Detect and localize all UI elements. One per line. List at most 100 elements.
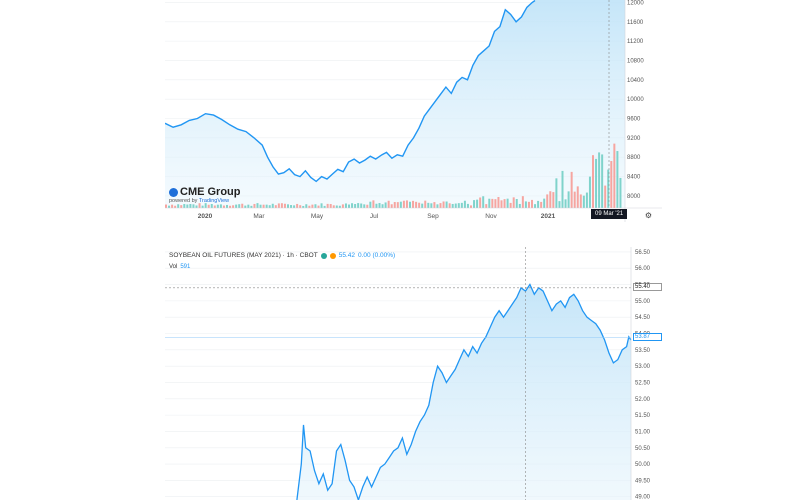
volume-bar	[293, 205, 296, 208]
volume-bar	[582, 195, 585, 208]
price-area-extension	[535, 0, 625, 208]
volume-bar	[610, 161, 613, 208]
volume-bar	[247, 204, 250, 208]
x-tick-label: Jul	[370, 213, 379, 220]
chart-title: SOYBEAN OIL FUTURES (MAY 2021) · 1h · CB…	[169, 252, 318, 259]
volume-bar	[515, 199, 518, 208]
volume-bar	[524, 201, 527, 208]
y-tick-label: 56.00	[635, 266, 651, 272]
crosshair-price-badge: 55.40	[633, 282, 662, 291]
volume-bar	[561, 170, 564, 208]
volume-bar	[598, 152, 601, 208]
volume-bar	[552, 192, 555, 208]
volume-bar	[433, 202, 436, 208]
volume-bar	[375, 203, 378, 208]
y-tick-label: 8800	[627, 155, 641, 161]
volume-bar	[579, 194, 582, 208]
logo-text: CME Group	[180, 186, 241, 198]
powered-by-text: powered by	[169, 198, 199, 204]
volume-bar	[229, 205, 232, 208]
chart-header: SOYBEAN OIL FUTURES (MAY 2021) · 1h · CB…	[169, 252, 395, 259]
volume-bar	[268, 205, 271, 208]
volume-bar	[546, 194, 549, 208]
volume-bar	[430, 203, 433, 208]
volume-bar	[302, 205, 305, 208]
volume-bar	[216, 204, 219, 208]
volume-bar	[421, 203, 424, 208]
volume-bar	[384, 202, 387, 208]
volume-bar	[366, 204, 369, 208]
volume-bar	[534, 204, 537, 208]
volume-bar	[470, 205, 472, 208]
y-tick-label: 50.50	[635, 446, 651, 452]
volume-bar	[396, 202, 399, 208]
price-line	[296, 283, 632, 500]
y-tick-label: 51.00	[635, 429, 651, 435]
volume-bar	[262, 204, 265, 208]
volume-bar	[363, 204, 366, 208]
volume-bar	[207, 204, 210, 208]
x-tick-label: May	[311, 213, 324, 220]
volume-bar	[570, 171, 573, 208]
volume-bar	[219, 204, 222, 208]
y-tick-label: 54.50	[635, 315, 651, 321]
volume-bar	[454, 203, 457, 208]
volume-bar	[485, 204, 488, 208]
volume-bar	[232, 205, 235, 208]
volume-bar	[482, 196, 485, 208]
volume-bar	[265, 204, 268, 208]
crosshair-date-badge: 09 Mar '21	[591, 209, 628, 219]
volume-bar	[296, 203, 299, 208]
volume-value: 591	[180, 264, 191, 270]
gear-icon[interactable]: ⚙	[644, 211, 652, 220]
x-tick-label: 2020	[198, 213, 213, 220]
volume-bar	[439, 203, 442, 208]
volume-bar	[165, 204, 167, 208]
monthly-chart-svg: 12000 11600 11200 10800 10400 10000 9600 9200 88…	[165, 0, 662, 222]
volume-bar	[381, 204, 384, 208]
volume-label: Vol	[169, 264, 178, 270]
volume-bar	[320, 203, 323, 208]
hourly-chart-svg: 56.5056.0055.5055.0054.5054.0053.5053.00…	[165, 247, 651, 500]
monthly-chart-panel: 12000 11600 11200 10800 10400 10000 9600 9200 88…	[165, 0, 662, 222]
volume-bar	[277, 203, 280, 208]
volume-bar	[369, 201, 372, 208]
volume-bar	[451, 203, 454, 208]
x-tick-label: Nov	[485, 213, 497, 220]
y-tick-label: 12000	[627, 0, 644, 6]
delayed-data-icon	[329, 252, 336, 259]
volume-bar	[253, 203, 256, 208]
y-tick-label: 50.00	[635, 462, 651, 468]
y-tick-label: 8400	[627, 175, 641, 181]
volume-bar	[360, 203, 363, 208]
volume-bar	[549, 191, 552, 208]
volume-bar	[491, 198, 494, 208]
volume-bar	[518, 203, 521, 208]
volume-bar	[442, 201, 445, 208]
volume-bar	[332, 205, 335, 208]
volume-bar	[317, 205, 320, 208]
volume-bar	[271, 203, 274, 208]
volume-bar	[168, 205, 171, 208]
volume-bar	[299, 205, 302, 208]
volume-bar	[210, 203, 213, 208]
volume-bar	[463, 200, 466, 208]
cme-group-logo: CME Group powered by TradingView	[169, 186, 241, 204]
volume-bar	[531, 199, 533, 208]
volume-bar	[344, 203, 347, 208]
volume-bar	[585, 192, 588, 208]
volume-bar	[503, 199, 506, 208]
volume-bar	[558, 201, 561, 208]
volume-bar	[201, 205, 204, 208]
y-tick-label: 55.00	[635, 299, 651, 305]
volume-bar	[305, 204, 308, 208]
volume-bar	[393, 202, 396, 208]
volume-bar	[512, 197, 515, 208]
x-tick-label: Mar	[253, 213, 265, 220]
y-tick-label: 49.50	[635, 478, 651, 484]
y-tick-label: 53.00	[635, 364, 651, 370]
volume-bar	[235, 204, 238, 208]
volume-bar	[372, 200, 375, 208]
y-tick-label: 56.50	[635, 250, 651, 256]
volume-bar	[171, 204, 174, 208]
